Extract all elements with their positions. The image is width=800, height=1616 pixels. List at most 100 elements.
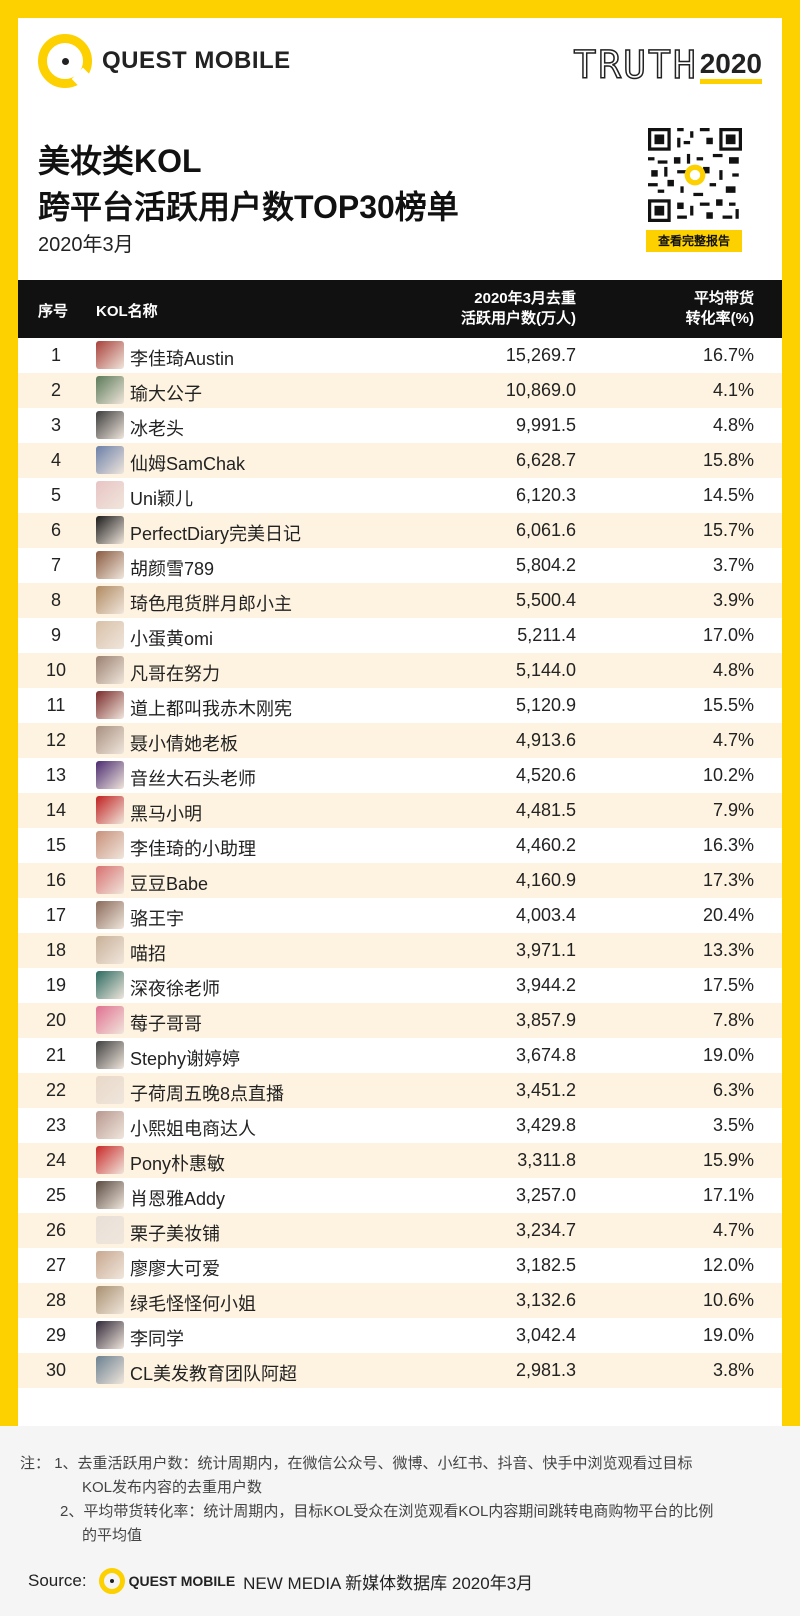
- table-row: 14 黑马小明 4,481.5 7.9%: [18, 793, 782, 828]
- active-users: 3,234.7: [515, 1220, 576, 1240]
- conversion-rate: 3.9%: [712, 590, 754, 610]
- row-rank: 6: [50, 520, 61, 540]
- kol-name: 小蛋黄omi: [130, 629, 214, 649]
- conversion-rate: 20.4%: [702, 905, 754, 925]
- source-line: Source: QUEST MOBILE NEW MEDIA 新媒体数据库 20…: [28, 1568, 533, 1594]
- table-row: 21 Stephy谢婷婷 3,674.8 19.0%: [18, 1038, 782, 1073]
- active-users: 4,520.6: [515, 765, 576, 785]
- active-users: 3,451.2: [515, 1080, 576, 1100]
- active-users: 5,144.0: [515, 660, 576, 680]
- note-1-text: 1、去重活跃用户数：统计周期内，在微信公众号、微博、小红书、抖音、快手中浏览观看…: [54, 1455, 693, 1472]
- row-rank: 21: [45, 1045, 67, 1065]
- kol-avatar: [96, 1181, 124, 1209]
- table-row: 9 小蛋黄omi 5,211.4 17.0%: [18, 618, 782, 653]
- kol-name: PerfectDiary完美日记: [130, 524, 302, 544]
- table-row: 27 廖廖大可爱 3,182.5 12.0%: [18, 1248, 782, 1283]
- kol-name: 瑜大公子: [130, 384, 202, 404]
- conversion-rate: 16.7%: [702, 345, 754, 365]
- row-rank: 7: [50, 555, 61, 575]
- row-rank: 8: [50, 590, 61, 610]
- kol-avatar: [96, 971, 124, 999]
- col-header-users-line1: 2020年3月去重: [474, 290, 576, 307]
- kol-name: Pony朴惠敏: [130, 1154, 226, 1174]
- row-rank: 16: [45, 870, 67, 890]
- kol-name: 喵招: [130, 944, 166, 964]
- source-logo: QUEST MOBILE: [98, 1568, 235, 1594]
- report-date: 2020年3月: [38, 234, 134, 256]
- table-row: 2 瑜大公子 10,869.0 4.1%: [18, 373, 782, 408]
- kol-avatar: [96, 761, 124, 789]
- kol-name: 肖恩雅Addy: [130, 1189, 226, 1209]
- row-rank: 28: [45, 1290, 67, 1310]
- kol-name: 道上都叫我赤木刚宪: [130, 699, 292, 719]
- kol-avatar: [96, 726, 124, 754]
- kol-name: 胡颜雪789: [130, 559, 215, 579]
- table-row: 23 小熙姐电商达人 3,429.8 3.5%: [18, 1108, 782, 1143]
- active-users: 3,944.2: [515, 975, 576, 995]
- table-row: 6 PerfectDiary完美日记 6,061.6 15.7%: [18, 513, 782, 548]
- kol-name: 琦色甩货胖月郎小主: [130, 594, 292, 614]
- active-users: 3,311.8: [517, 1150, 576, 1170]
- kol-avatar: [96, 1146, 124, 1174]
- table-row: 13 音丝大石头老师 4,520.6 10.2%: [18, 758, 782, 793]
- conversion-rate: 15.9%: [702, 1150, 754, 1170]
- kol-avatar: [96, 481, 124, 509]
- active-users: 3,429.8: [515, 1115, 576, 1135]
- kol-avatar: [96, 341, 124, 369]
- conversion-rate: 17.3%: [702, 870, 754, 890]
- conversion-rate: 19.0%: [702, 1045, 754, 1065]
- note-2-cont: 的平均值: [82, 1527, 143, 1544]
- row-rank: 27: [45, 1255, 67, 1275]
- row-rank: 29: [45, 1325, 67, 1345]
- kol-name: 音丝大石头老师: [130, 769, 256, 789]
- conversion-rate: 14.5%: [702, 485, 754, 505]
- qr-code-icon[interactable]: [648, 128, 742, 222]
- conversion-rate: 7.8%: [712, 1010, 754, 1030]
- active-users: 4,160.9: [515, 870, 576, 890]
- active-users: 10,869.0: [505, 380, 576, 400]
- row-rank: 30: [45, 1360, 67, 1380]
- table-row: 26 栗子美妆铺 3,234.7 4.7%: [18, 1213, 782, 1248]
- kol-avatar: [96, 516, 124, 544]
- kol-avatar: [96, 551, 124, 579]
- table-row: 12 聂小倩她老板 4,913.6 4.7%: [18, 723, 782, 758]
- conversion-rate: 6.3%: [712, 1080, 754, 1100]
- row-rank: 24: [45, 1150, 67, 1170]
- conversion-rate: 15.5%: [702, 695, 754, 715]
- conversion-rate: 4.8%: [712, 415, 754, 435]
- table-row: 30 CL美发教育团队阿超 2,981.3 3.8%: [18, 1353, 782, 1388]
- kol-avatar: [96, 1216, 124, 1244]
- table-row: 29 李同学 3,042.4 19.0%: [18, 1318, 782, 1353]
- kol-avatar: [96, 1041, 124, 1069]
- kol-name: 李佳琦Austin: [130, 349, 235, 369]
- table-row: 5 Uni颖儿 6,120.3 14.5%: [18, 478, 782, 513]
- note-prefix: 注：: [20, 1455, 51, 1472]
- kol-name: 李佳琦的小助理: [130, 839, 256, 859]
- active-users: 6,628.7: [515, 450, 576, 470]
- truth-year: 2020: [699, 50, 762, 84]
- active-users: 5,804.2: [515, 555, 576, 575]
- active-users: 6,120.3: [515, 485, 576, 505]
- active-users: 9,991.5: [515, 415, 576, 435]
- conversion-rate: 12.0%: [702, 1255, 754, 1275]
- table-row: 19 深夜徐老师 3,944.2 17.5%: [18, 968, 782, 1003]
- table-row: 1 李佳琦Austin 15,269.7 16.7%: [18, 338, 782, 373]
- view-full-report-button[interactable]: 查看完整报告: [646, 230, 742, 252]
- table-row: 24 Pony朴惠敏 3,311.8 15.9%: [18, 1143, 782, 1178]
- kol-avatar: [96, 621, 124, 649]
- conversion-rate: 15.8%: [702, 450, 754, 470]
- conversion-rate: 16.3%: [702, 835, 754, 855]
- row-rank: 23: [45, 1115, 67, 1135]
- col-header-conv-line2: 转化率(%): [685, 310, 754, 327]
- conversion-rate: 19.0%: [702, 1325, 754, 1345]
- row-rank: 13: [45, 765, 67, 785]
- table-row: 7 胡颜雪789 5,804.2 3.7%: [18, 548, 782, 583]
- conversion-rate: 4.1%: [712, 380, 754, 400]
- active-users: 3,042.4: [515, 1325, 576, 1345]
- row-rank: 14: [45, 800, 67, 820]
- kol-name: 莓子哥哥: [130, 1014, 202, 1034]
- kol-name: 骆王宇: [130, 909, 184, 929]
- row-rank: 11: [46, 695, 66, 715]
- conversion-rate: 17.5%: [702, 975, 754, 995]
- col-header-conv-line1: 平均带货: [693, 290, 754, 307]
